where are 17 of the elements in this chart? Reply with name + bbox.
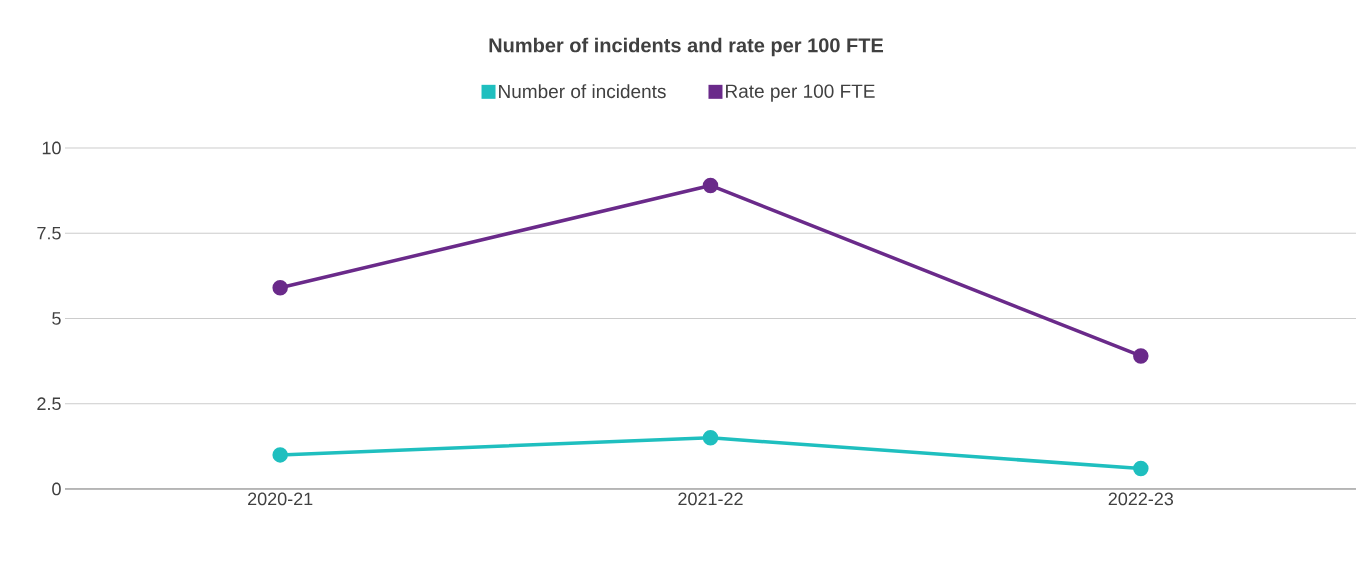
y-tick-label: 0: [52, 482, 61, 496]
point: [272, 447, 288, 463]
legend-label: Number of incidents: [499, 84, 666, 99]
point: [702, 177, 719, 194]
point: [1133, 460, 1149, 477]
y-tick-label: 5: [52, 312, 61, 325]
chart-title: Number of incidents and rate per 100 FTE: [489, 37, 884, 57]
point: [1133, 348, 1149, 364]
x-tick-label: 2022-23: [1108, 492, 1174, 506]
point: [702, 430, 719, 446]
y-tick-label: 10: [42, 141, 61, 155]
point: [272, 280, 288, 296]
x-tick-label: 2020-21: [248, 492, 313, 506]
y-tick-label: 7.5: [37, 226, 61, 240]
y-tick-label: 2.5: [37, 397, 61, 411]
x-tick-label: 2021-22: [678, 492, 743, 506]
legend-label: Rate per 100 FTE: [726, 84, 875, 102]
